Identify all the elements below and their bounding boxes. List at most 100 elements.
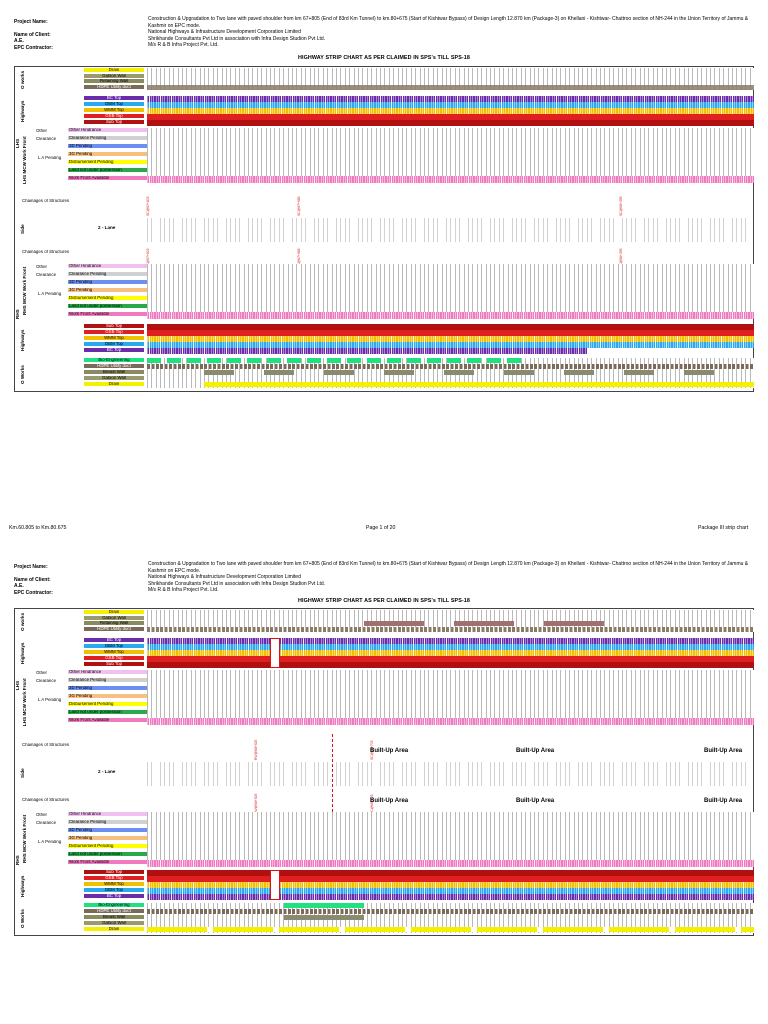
rhs-dbm-label-2: DBM Top (84, 888, 144, 893)
p3g-label: 3G Pending (68, 152, 147, 157)
chainage-label-top: Chainages of Structures (22, 199, 70, 203)
side-label-side: Side (20, 224, 25, 234)
bio-label: Bio-Engineering (84, 358, 144, 363)
rhs-bc-fill-2 (147, 894, 754, 900)
structure-tag-9: RW@68+525 (254, 793, 258, 814)
rhs-wmm-fill-2 (147, 882, 754, 888)
rhs-available-fill (147, 312, 754, 319)
sub-label-2: Sub Top (84, 662, 144, 667)
rhs-land-label: Land not under possession (68, 304, 147, 309)
rhs-other-label-2: Other Hindrance (68, 812, 147, 817)
available-label-2: Work Front Available (68, 718, 147, 723)
side-label-rhs-highways-2: Highways (20, 875, 25, 897)
rhs-sub-label-2: Sub Top (84, 870, 144, 875)
rhs-wmm-fill (147, 336, 754, 342)
rhs-bc-label-2: BC Top (84, 894, 144, 899)
side-label-highways-2: Highways (20, 642, 25, 664)
side-label-rhs-work-front: RHS MCW Work Front (22, 266, 27, 316)
sub-fill-2 (147, 662, 754, 668)
land-label-2: Land not under possession (68, 710, 147, 715)
breast-label-2: Breast Wall (84, 915, 144, 920)
gsb-label: GSB Top (84, 114, 144, 119)
dbm-fill (147, 102, 754, 108)
strip-grid-1: O works Drain Gabion Wall Retaining Wall… (14, 66, 754, 392)
rhs-p3d-label: 3D Pending (68, 280, 147, 285)
rhs-other-label: Other Hindrance (68, 264, 147, 269)
chainage-label-top-2: Chainages of Structures (22, 743, 70, 747)
rhs-drain-label-2: Drain (84, 927, 144, 932)
rhs-clearance-group-label-2: Clearance (36, 821, 57, 825)
gabion-row-label-2: Gabion Wall (84, 615, 144, 620)
header-values-2: Construction & Upgradation to Two lane w… (148, 561, 760, 594)
rhs-wmm-label-2: WMM Top (84, 882, 144, 887)
rhs-land-label-2: Land not under possession (68, 852, 147, 857)
rhs-hdpe-label-2: HDPE Utility duct (84, 909, 144, 914)
chainage-ticks-2 (147, 762, 754, 786)
rhs-drain-label: Drain (84, 382, 144, 387)
rhs-other-group-label-2: Other (36, 813, 47, 817)
wmm-fill-2 (147, 650, 754, 656)
page-1: Project Name: Name of Client: A.E. EPC C… (9, 16, 760, 531)
ae-value-2: Shrikhande Consultants Pvt Ltd in associ… (148, 580, 326, 587)
bc-label-2: BC Top (84, 638, 144, 643)
clearance-group-label: Clearance (36, 137, 57, 141)
red-dash-1 (332, 734, 333, 862)
rhs-hdpe-fill-2 (147, 909, 754, 914)
sub-fill (147, 120, 754, 126)
sub-label: Sub Top (84, 120, 144, 125)
gsb-fill (147, 114, 754, 120)
disb-label-2: Disbursement Pending (68, 702, 147, 707)
rhs-disb-label-2: Disbursement Pending (68, 844, 147, 849)
rhs-gsb-label: GSB Top (84, 330, 144, 335)
rhs-gap-marker-2 (270, 870, 280, 900)
p3d-label: 3D Pending (68, 144, 147, 149)
rhs-dbm-fill (147, 342, 754, 348)
gsb-label-2: GSB Top (84, 656, 144, 661)
side-label-rhs-2: RHS (15, 855, 20, 865)
side-label-rhs-highways: Highways (20, 329, 25, 351)
bc-label: BC Top (84, 96, 144, 101)
client-label-2: Name of Client: (14, 576, 51, 583)
rhs-gsb-fill-2 (147, 876, 754, 882)
bio-label-2: Bio-Engineering (84, 903, 144, 908)
rhs-other-group-label: Other (36, 265, 47, 269)
epc-value: M/s R & B Infra Project Pvt. Ltd. (148, 42, 219, 49)
chainage-label-bottom-2: Chainages of Structures (22, 798, 70, 802)
rhs-work-front-block-2: Other Other Hindrance Clearance Clearanc… (34, 812, 754, 872)
rhs-la-group-label: L A Pending (38, 292, 62, 296)
land-label: Land not under possession (68, 168, 147, 173)
rhs-gabion-label-2: Gabion Wall (84, 921, 144, 926)
rhs-available-label: Work Front Available (68, 312, 147, 317)
rhs-available-fill-2 (147, 860, 754, 867)
la-group-label-2: L A Pending (38, 698, 62, 702)
structure-tag-8: SC@68+705 (370, 740, 374, 760)
side-label-lhs-2: LHS (15, 680, 20, 690)
rhs-la-group-label-2: L A Pending (38, 840, 62, 844)
side-label-o-works: O works (20, 70, 25, 90)
disb-label: Disbursement Pending (68, 160, 147, 165)
breast-label: Breast Wall (84, 370, 144, 375)
bc-fill (147, 96, 754, 102)
side-label-lhs-work-front-2: LHS MCW Work Front (22, 678, 27, 726)
rhs-bio-fill (147, 358, 527, 363)
p3g-label-2: 3G Pending (68, 694, 147, 699)
retaining-row-label-2: Retaining Wall (84, 621, 144, 626)
other-label: Other Hindrance (68, 128, 147, 133)
clearance-label-2: Clearance Pending (68, 678, 147, 683)
rhs-gabion-label: Gabion Wall (84, 376, 144, 381)
lhs-work-front-cells (147, 128, 754, 176)
footer-left: Km.60.805 to Km.80.675 (9, 525, 67, 531)
chainage-label-bottom: Chainages of Structures (22, 250, 70, 254)
rhs-breast-fill (204, 370, 724, 375)
chart-title-2: HIGHWAY STRIP CHART AS PER CLAIMED IN SP… (297, 598, 471, 604)
epc-value-2: M/s R & B Infra Project Pvt. Ltd. (148, 587, 219, 594)
side-label-highways: Highways (20, 100, 25, 122)
page-2: Project Name: Name of Client: A.E. EPC C… (0, 540, 768, 1024)
rhs-sub-fill (147, 324, 754, 330)
rhs-disb-label: Disbursement Pending (68, 296, 147, 301)
structure-tag-7: RW@68+525 (254, 739, 258, 760)
lhs-available-fill (147, 176, 754, 183)
rhs-work-front-cells (147, 264, 754, 312)
available-label: Work Front Available (68, 176, 147, 181)
header-values: Construction & Upgradation to Two lane w… (148, 16, 760, 49)
